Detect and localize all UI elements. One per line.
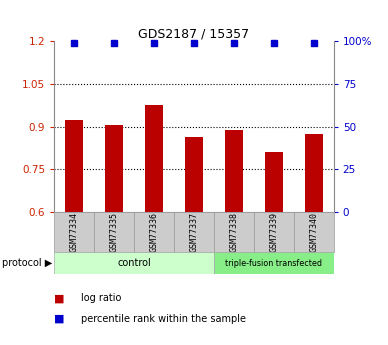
Text: ■: ■ bbox=[54, 294, 65, 303]
Text: GSM77334: GSM77334 bbox=[70, 212, 79, 252]
Bar bbox=[145, 106, 163, 212]
Text: GSM77337: GSM77337 bbox=[189, 212, 199, 252]
Bar bbox=[174, 212, 214, 252]
Text: GSM77339: GSM77339 bbox=[269, 212, 278, 252]
Text: ■: ■ bbox=[54, 314, 65, 324]
Title: GDS2187 / 15357: GDS2187 / 15357 bbox=[139, 27, 249, 40]
Bar bbox=[294, 212, 334, 252]
Bar bbox=[265, 152, 283, 212]
Text: log ratio: log ratio bbox=[81, 294, 122, 303]
Bar bbox=[185, 137, 203, 212]
Bar bbox=[54, 212, 94, 252]
Text: percentile rank within the sample: percentile rank within the sample bbox=[81, 314, 246, 324]
Text: GSM77340: GSM77340 bbox=[309, 212, 318, 252]
Bar bbox=[214, 212, 254, 252]
Bar bbox=[134, 212, 174, 252]
Text: GSM77336: GSM77336 bbox=[150, 212, 159, 252]
Text: triple-fusion transfected: triple-fusion transfected bbox=[225, 258, 322, 268]
Bar bbox=[225, 130, 243, 212]
Bar bbox=[65, 120, 83, 212]
Bar bbox=[94, 212, 134, 252]
Bar bbox=[214, 252, 334, 274]
Text: control: control bbox=[117, 258, 151, 268]
Bar bbox=[105, 125, 123, 212]
Bar bbox=[305, 134, 323, 212]
Bar bbox=[54, 252, 214, 274]
Text: GSM77335: GSM77335 bbox=[110, 212, 119, 252]
Bar bbox=[254, 212, 294, 252]
Text: GSM77338: GSM77338 bbox=[229, 212, 238, 252]
Text: protocol ▶: protocol ▶ bbox=[2, 258, 52, 268]
